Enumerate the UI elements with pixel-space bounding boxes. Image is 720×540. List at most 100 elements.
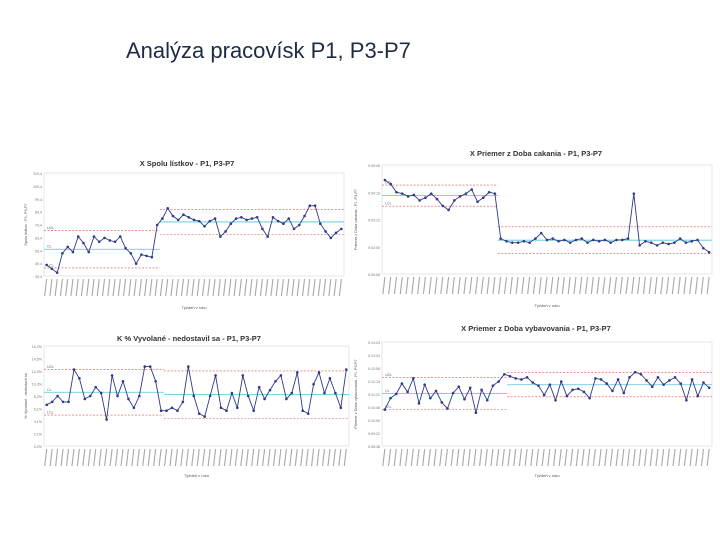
x-tick-mark [101,278,106,297]
x-tick-mark [256,448,260,467]
x-tick-mark [524,448,528,467]
data-point [491,384,495,387]
x-tick-mark [444,448,448,467]
y-tick-label: 0:08:38 [368,445,380,449]
data-point [429,192,433,195]
x-tick-mark [387,448,392,467]
data-point [134,262,138,265]
data-point [696,238,699,242]
x-tick-mark [207,448,211,467]
x-tick-mark [104,448,108,467]
x-tick-mark [450,448,454,467]
data-point [499,237,502,240]
data-point [94,385,98,389]
x-tick-mark [683,448,687,467]
y-tick-label: 0,2% [34,445,43,449]
data-point [620,238,624,242]
x-tick-mark [96,278,100,297]
y-tick-label: 0:05:26 [368,164,380,168]
data-point [236,406,239,410]
x-tick-mark [98,448,102,467]
x-tick-mark [660,276,664,295]
data-point [563,238,566,242]
data-point [155,223,159,227]
data-point [632,192,636,195]
data-point [61,252,64,255]
x-tick-mark [180,448,184,467]
x-tick-mark [399,276,403,295]
x-tick-mark [672,448,676,467]
x-tick-mark [416,448,420,467]
data-point [446,407,449,410]
x-tick-mark [125,448,129,467]
data-point [667,242,670,246]
plot-frame [381,341,713,447]
data-point [187,365,190,368]
data-point [306,412,310,415]
data-point [599,378,603,381]
x-axis-label: Týždeň v roku [181,305,206,310]
chart-spolu-listkov-svg: X Spolu lístkov - P1, P3-P7 119,4 109,4 99,… [24,159,345,310]
x-tick-mark [307,278,311,297]
data-point [514,377,518,380]
data-point [383,408,387,411]
x-tick-mark [632,448,636,467]
data-point [383,178,387,182]
x-tick-mark [661,448,665,467]
x-tick-mark [695,448,699,467]
x-tick-mark [201,278,206,297]
x-tick-mark [112,278,116,297]
data-point [245,218,248,222]
x-tick-mark [316,448,320,467]
data-point [176,218,180,222]
x-axis-label: Týždeň v roku [184,473,209,478]
data-point [203,415,206,418]
chart-doba-cakania: X Priemer z Doba cakania - P1, P3-P7 0:05… [352,145,720,310]
x-tick-mark [486,276,490,295]
x-tick-mark [321,448,326,467]
x-tick-mark [249,278,253,297]
x-tick-mark [82,448,86,467]
x-tick-mark [71,448,75,467]
x-tick-mark [131,448,135,467]
y-tick-label: 0:12:58 [368,367,380,371]
x-tick-mark [245,448,249,467]
x-tick-mark [291,278,295,297]
x-axis-label: Týždeň v roku [534,303,559,308]
x-tick-mark [411,276,415,295]
data-point [71,250,75,254]
data-point [271,215,275,219]
data-point [276,219,280,223]
x-tick-mark [678,448,682,467]
x-tick-mark [479,448,483,467]
x-tick-mark [706,276,710,295]
y-tick-label: 89,4 [35,211,42,215]
data-point [261,227,264,231]
data-point [662,383,665,386]
data-point [266,235,269,238]
x-tick-mark [388,276,392,295]
limit-label: LCL [47,411,54,415]
data-point [597,240,601,243]
x-tick-mark [581,448,585,467]
data-point [568,241,572,244]
data-point [565,394,569,398]
x-tick-mark [327,448,331,467]
data-point [268,388,272,392]
y-tick-label: 16,2% [32,345,43,349]
x-tick-mark [463,276,467,295]
x-tick-mark [532,276,536,295]
x-tick-mark [138,278,142,297]
data-point [295,371,299,374]
data-point [559,380,563,383]
chart-title: X Priemer z Doba vybavovania - P1, P3-P7 [461,324,611,333]
x-tick-mark [637,276,641,295]
data-point [45,403,49,407]
data-point [702,381,705,384]
x-tick-mark [240,448,244,467]
data-point [447,208,450,212]
x-tick-mark [44,448,48,467]
data-point [470,188,474,191]
x-tick-mark [527,276,531,295]
data-point [176,409,179,413]
